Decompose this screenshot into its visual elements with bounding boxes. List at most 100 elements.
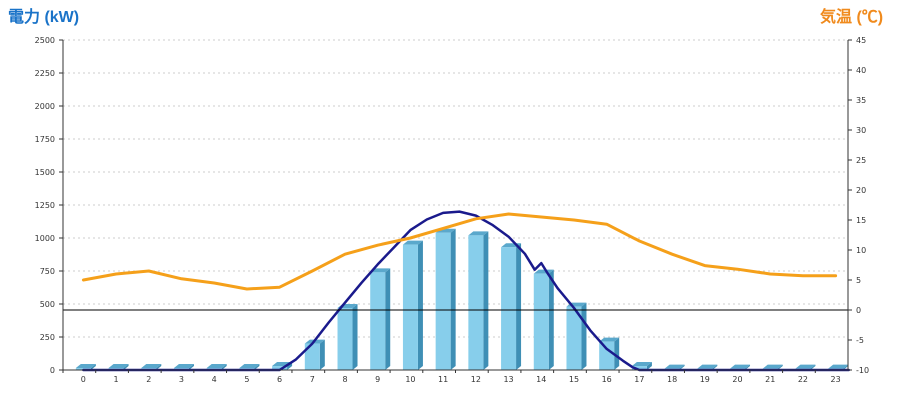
x-tick-label: 11 (438, 375, 448, 384)
axis-layer: 0 250 500 750 1000 1250 1500 1750 20 0 0 2250 2500 -1… (35, 36, 869, 384)
bar-top (828, 364, 849, 369)
bar-face (501, 247, 517, 370)
grid-layer (63, 39, 848, 338)
bar-face (566, 306, 582, 370)
x-tick-label: 4 (212, 375, 217, 384)
power-line (82, 210, 850, 372)
x-tick-label: 21 (765, 375, 775, 384)
bar-side (254, 364, 260, 370)
bar-side (483, 231, 489, 370)
bar (599, 337, 620, 370)
right-tick-label: 0 (856, 306, 861, 315)
x-tick-label: 0 (81, 375, 86, 384)
bar-side (581, 302, 587, 370)
bar-top (468, 231, 489, 236)
x-tick-label: 23 (831, 375, 841, 384)
x-tick-label: 13 (503, 375, 513, 384)
bar (435, 228, 456, 370)
bar-side (319, 339, 325, 370)
bar-top (762, 364, 783, 369)
left-axis-title: 電力 (kW) (8, 7, 79, 26)
bar-top (239, 364, 260, 369)
x-tick-label: 10 (405, 375, 415, 384)
bar-side (548, 269, 554, 370)
left-tick-label: 2250 (35, 69, 55, 78)
left-tick-label: 250 (40, 333, 55, 342)
bar-top (795, 364, 816, 369)
bar-face (435, 232, 451, 370)
right-tick-label: 45 (856, 36, 866, 45)
x-tick-label: 20 (732, 375, 742, 384)
bar-face (337, 307, 353, 370)
right-tick-label: 40 (856, 66, 866, 75)
bar-top (370, 268, 391, 273)
left-tick-label: 750 (40, 267, 55, 276)
bar (501, 243, 522, 370)
bar-side (679, 364, 685, 370)
bar-top (173, 364, 194, 369)
bar (304, 339, 325, 370)
right-tick-label: 20 (856, 186, 866, 195)
right-tick-label: 15 (856, 216, 866, 225)
right-tick-label: -10 (856, 366, 869, 375)
bar-side (646, 362, 652, 370)
bar-top (108, 364, 129, 369)
left-tick-label: 1500 (35, 168, 55, 177)
x-tick-label: 7 (310, 375, 315, 384)
bar-side (417, 240, 423, 370)
left-tick-label: 1000 (35, 234, 55, 243)
left-tick-label: 0 (50, 366, 55, 375)
bar-top (75, 364, 96, 369)
bar (631, 362, 652, 370)
x-tick-label: 3 (179, 375, 184, 384)
x-tick-label: 22 (798, 375, 808, 384)
bar-side (123, 364, 129, 370)
bar-side (156, 364, 162, 370)
bar-side (352, 303, 358, 370)
bar-face (304, 343, 320, 370)
bar-top (206, 364, 227, 369)
bar-side (221, 364, 227, 370)
right-tick-label: 35 (856, 96, 866, 105)
bar-face (402, 244, 418, 370)
right-tick-label: -5 (856, 336, 864, 345)
left-tick-label: 1750 (35, 135, 55, 144)
bar-face (631, 366, 647, 370)
left-tick-label: 2500 (35, 36, 55, 45)
temperature-line (81, 212, 838, 291)
left-tick-label: 500 (40, 300, 55, 309)
bar-side (90, 364, 96, 370)
right-tick-label: 25 (856, 156, 866, 165)
bar-face (599, 341, 615, 370)
x-tick-label: 12 (471, 375, 481, 384)
bar (468, 231, 489, 370)
left-tick-label: 1250 (35, 201, 55, 210)
x-tick-label: 2 (146, 375, 151, 384)
bar-layer (75, 228, 849, 370)
x-tick-label: 5 (244, 375, 249, 384)
x-tick-label: 18 (667, 375, 677, 384)
right-tick-label: 30 (856, 126, 866, 135)
x-tick-label: 1 (114, 375, 119, 384)
x-tick-label: 17 (634, 375, 644, 384)
bar-side (385, 268, 391, 370)
bar (533, 269, 554, 370)
bar (402, 240, 423, 370)
bar-side (810, 364, 816, 370)
bar-face (533, 273, 549, 370)
bar-top (141, 364, 162, 369)
x-tick-label: 14 (536, 375, 546, 384)
bar-top (730, 364, 751, 369)
bar-face (468, 235, 484, 370)
bar-top (664, 364, 685, 369)
bar-side (777, 364, 783, 370)
bar-top (697, 364, 718, 369)
bar-side (188, 364, 194, 370)
x-tick-label: 16 (602, 375, 612, 384)
right-tick-label: 5 (856, 276, 861, 285)
bar-side (712, 364, 718, 370)
bar-side (614, 337, 620, 370)
line-layer (81, 210, 850, 372)
x-tick-label: 8 (342, 375, 347, 384)
